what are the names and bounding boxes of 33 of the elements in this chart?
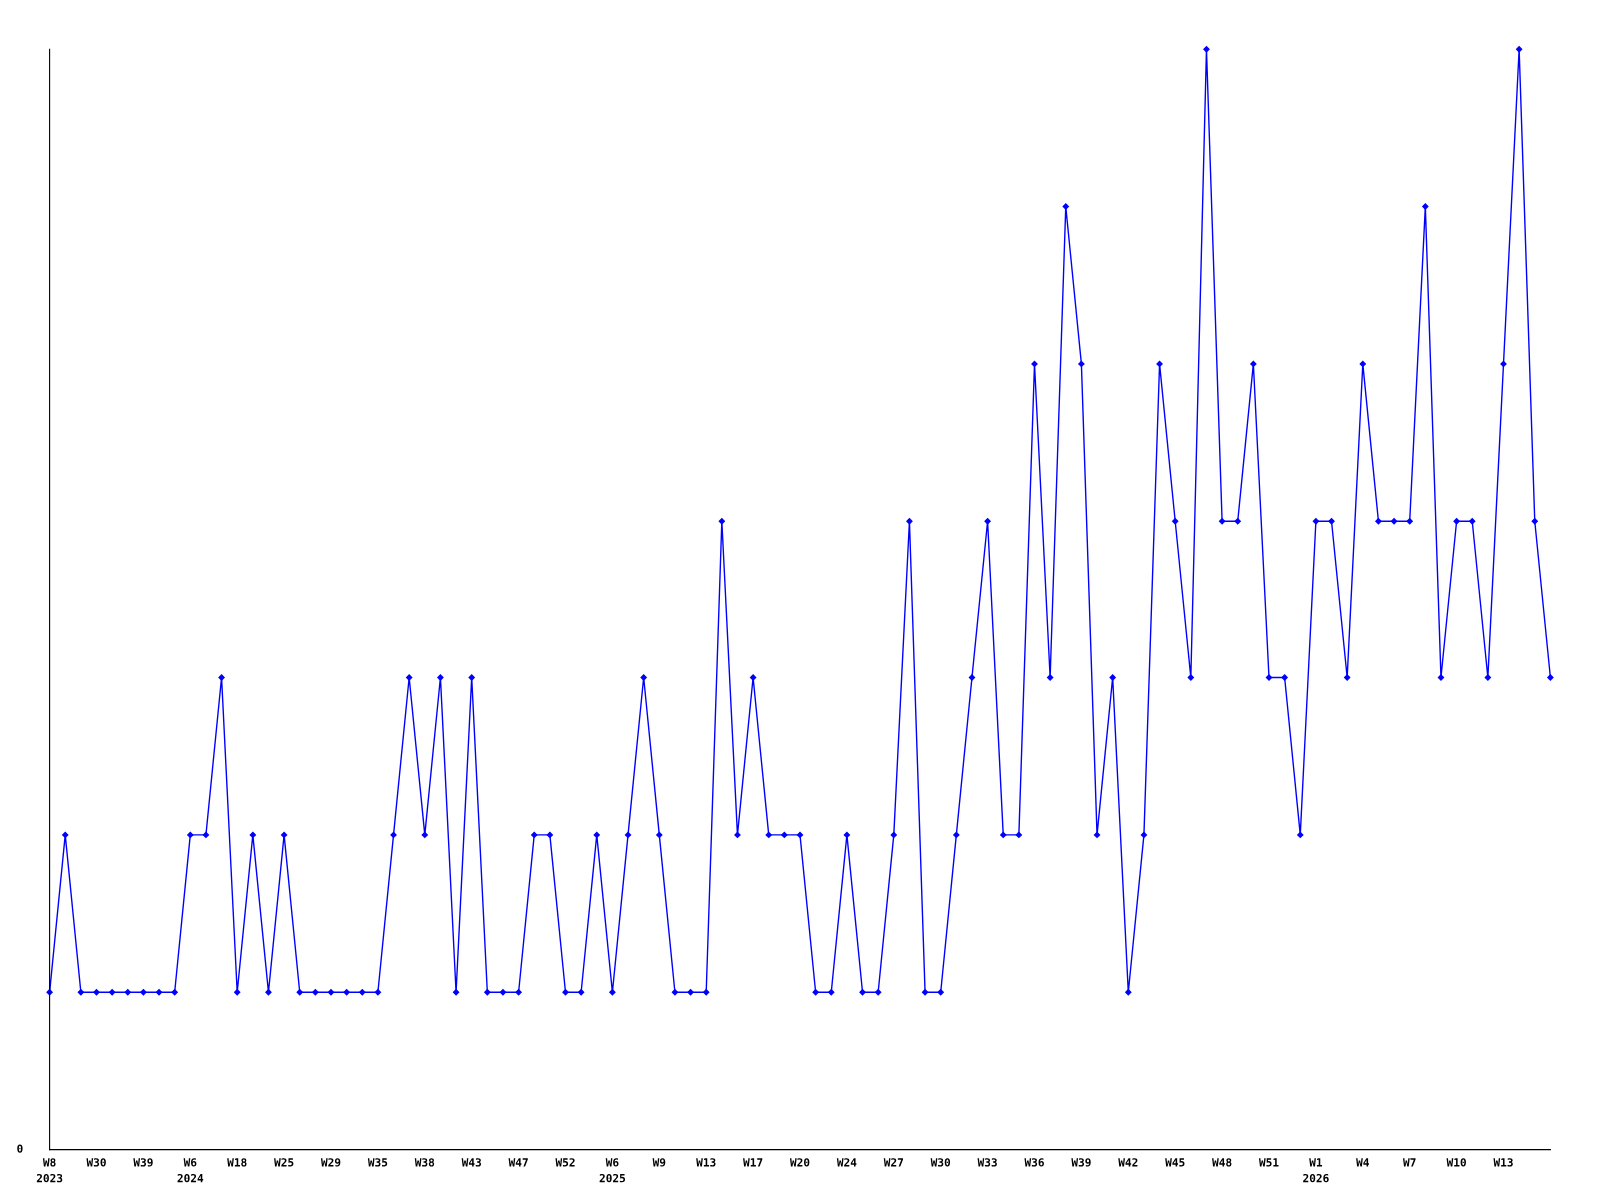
x-tick-label: W17 [743,1158,763,1167]
x-tick-label: W9 [652,1158,666,1167]
x-tick-label: W43 [461,1158,482,1167]
x-tick-label: W18 [227,1158,247,1167]
x-tick-label: W39 [133,1158,153,1167]
x-tick-label: W1 2026 [1303,1158,1329,1183]
x-tick-label: W27 [883,1158,903,1167]
x-tick-label: W6 2025 [599,1158,626,1183]
x-tick-label: W10 [1446,1158,1466,1167]
x-tick-label: W38 [414,1158,435,1167]
x-tick-label: W42 [1118,1158,1138,1167]
x-tick-label: W47 [508,1158,528,1167]
x-tick-label: W7 [1403,1158,1416,1167]
x-tick-label: W24 [836,1158,857,1167]
x-tick-label: W48 [1212,1158,1232,1167]
x-tick-label: W8 2023 [36,1158,63,1183]
x-tick-label: W30 [86,1158,106,1167]
x-tick-label: W13 [696,1158,716,1167]
x-tick-label: W39 [1071,1158,1091,1167]
x-tick-label: W4 [1356,1158,1369,1167]
x-tick-label: W30 [930,1158,951,1167]
text: 0 [17,1144,23,1153]
x-tick-label: W20 [789,1158,810,1167]
x-tick-label: W13 [1493,1158,1513,1167]
x-tick-label: W35 [367,1158,388,1167]
x-tick-label: W36 [1024,1158,1044,1167]
x-tick-label: W29 [320,1158,341,1167]
x-tick-label: W45 [1165,1158,1185,1167]
x-tick-label: W33 [977,1158,997,1167]
x-tick-label: W25 [274,1158,294,1167]
x-tick-label: W52 [555,1158,575,1167]
x-tick-label: W51 [1258,1158,1279,1167]
x-tick-label: W6 2024 [177,1158,204,1183]
